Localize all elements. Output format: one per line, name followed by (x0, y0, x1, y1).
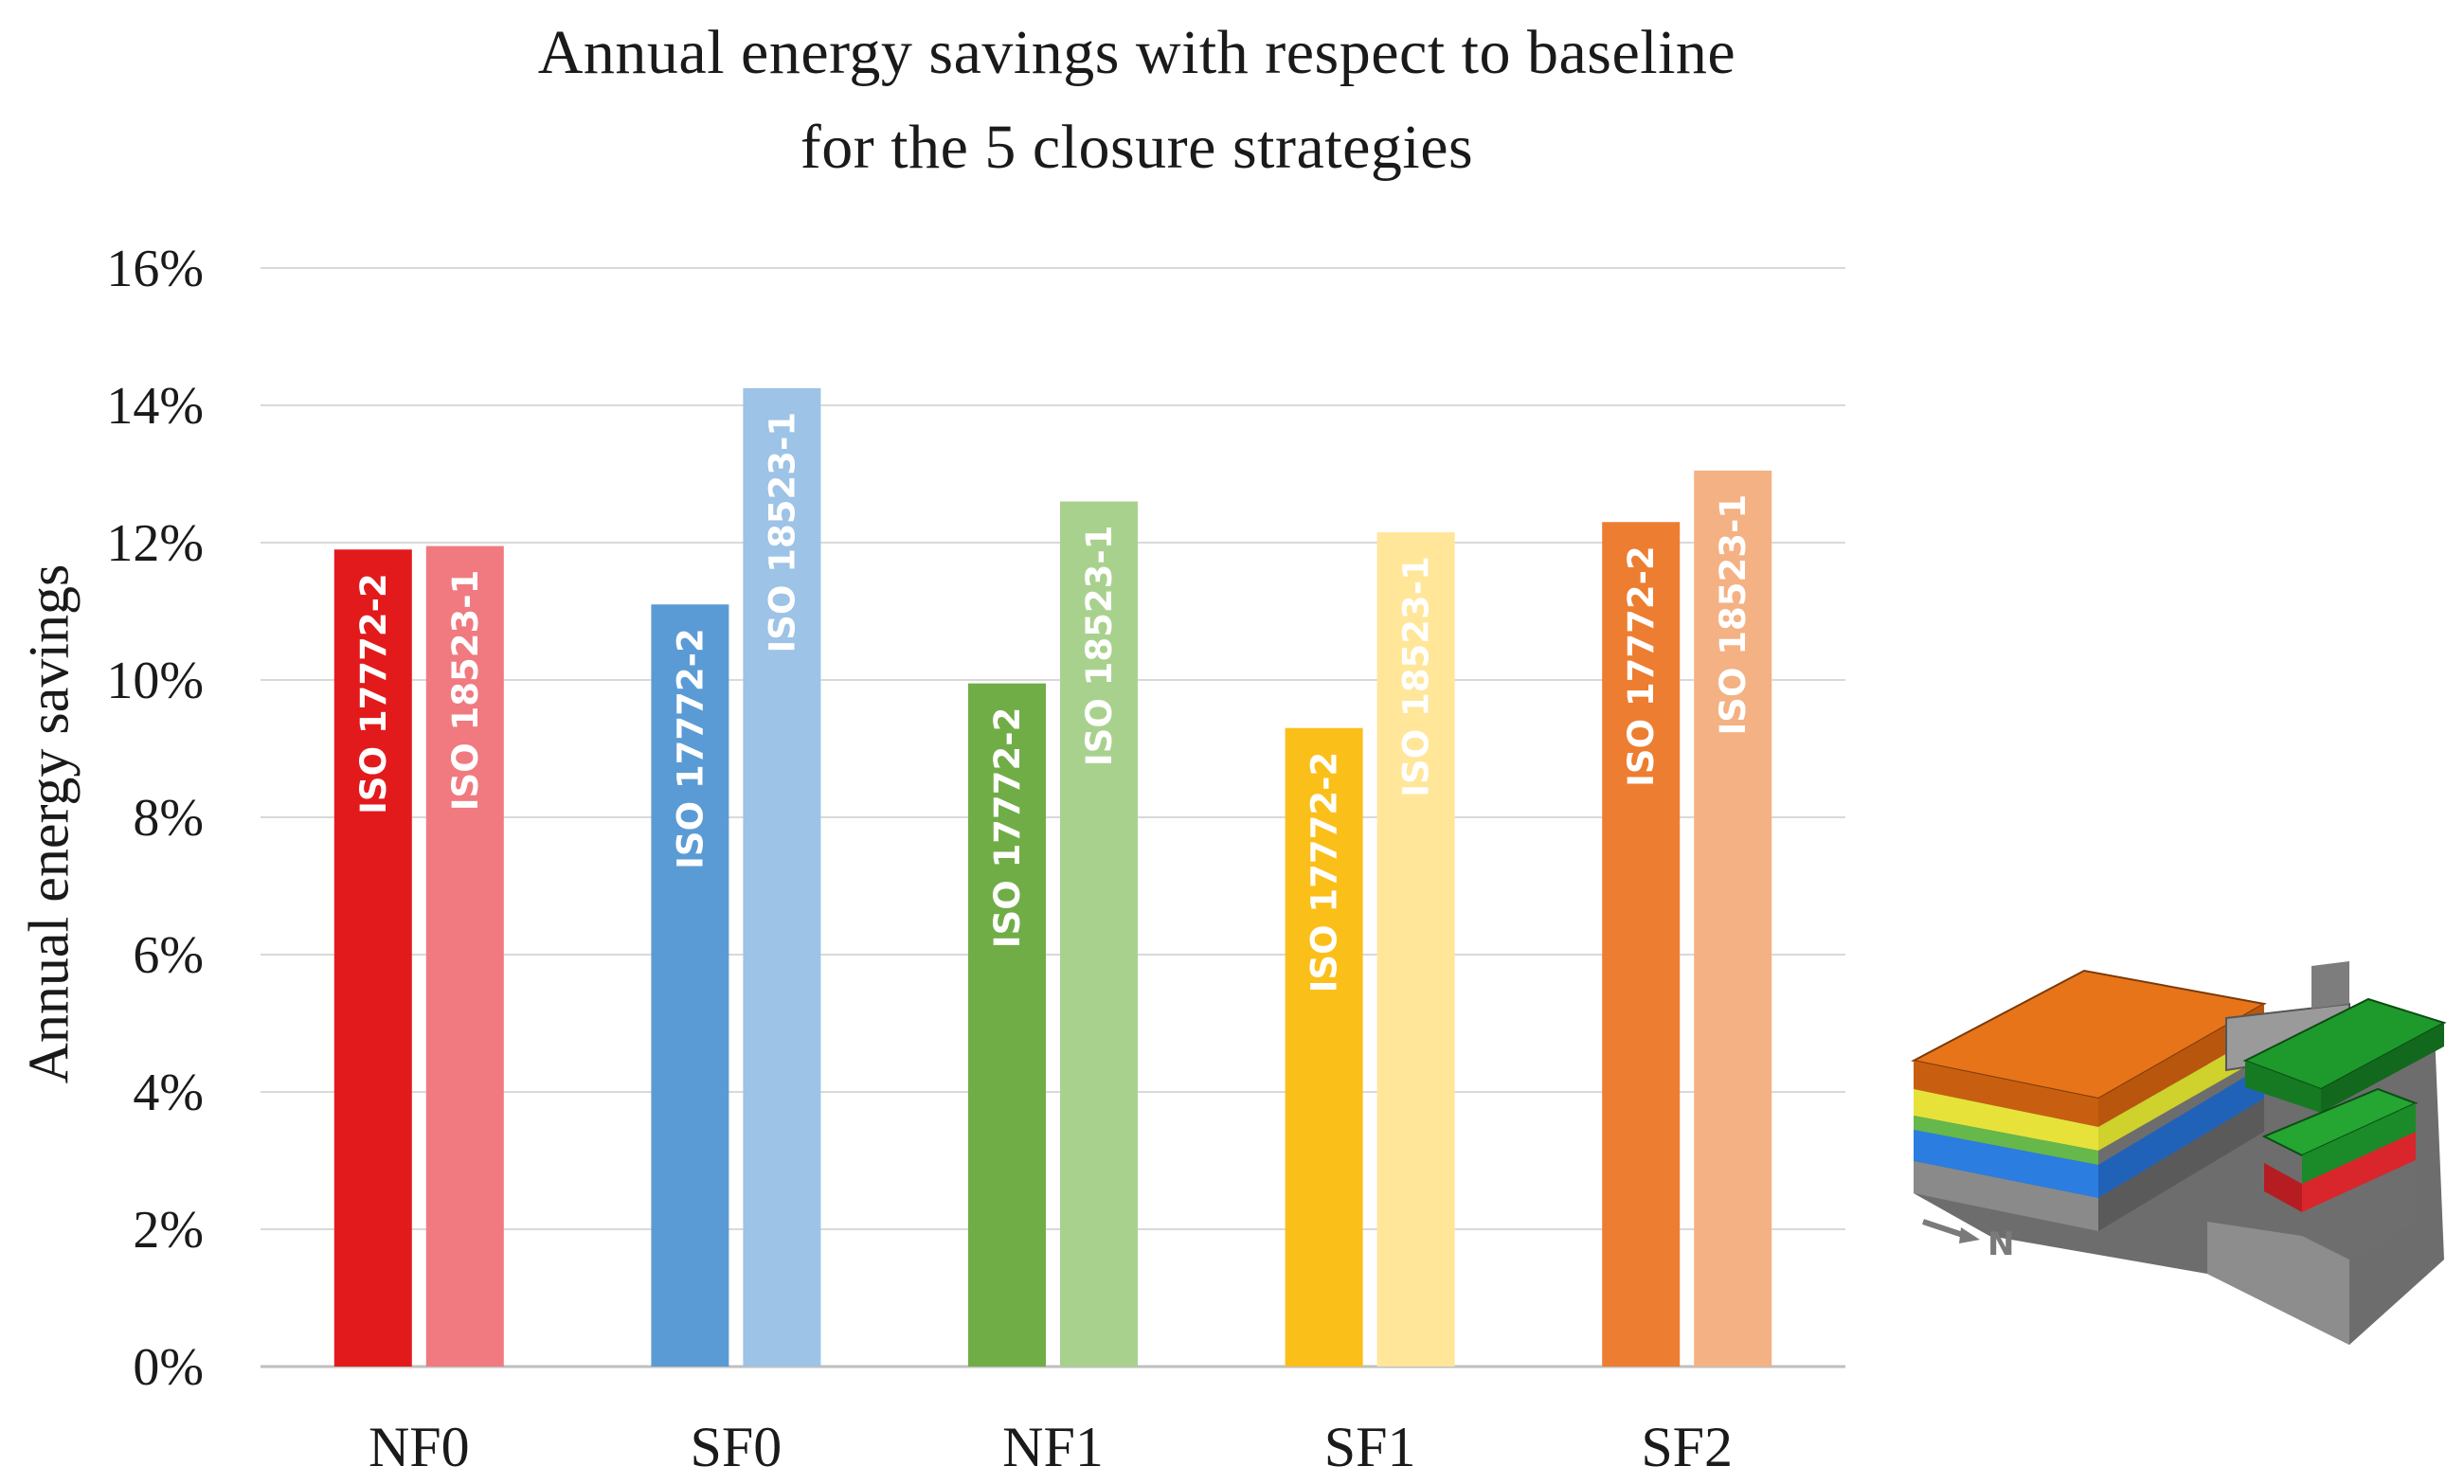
bar-series-label: ISO 17772-2 (987, 707, 1028, 949)
y-tick-label: 2% (133, 1201, 204, 1260)
bar-sf0-iso-18523-1 (743, 387, 821, 1367)
y-tick-label: 10% (106, 652, 204, 710)
bar-series-label: ISO 18523-1 (1079, 526, 1120, 767)
chart-title-line-1: Annual energy savings with respect to ba… (537, 18, 1736, 87)
x-category-label: SF2 (1641, 1416, 1733, 1478)
bar-sf2-iso-17772-2 (1602, 522, 1681, 1367)
y-tick-label: 16% (106, 240, 204, 298)
bar-series-label: ISO 17772-2 (353, 573, 394, 814)
bar-series-label: ISO 18523-1 (1396, 556, 1437, 797)
x-axis-categories: NF0 SF0 NF1 SF1 SF2 (369, 1416, 1733, 1478)
bar-series-label: ISO 17772-2 (670, 628, 710, 869)
bar-nf0-iso-17772-2 (333, 549, 412, 1367)
bars: ISO 17772-2 ISO 18523-1 ISO 17772-2 ISO 185… (333, 387, 1772, 1367)
y-tick-label: 12% (106, 514, 204, 573)
y-tick-label: 14% (106, 377, 204, 436)
bar-nf1-iso-18523-1 (1060, 501, 1138, 1367)
bar-series-label: ISO 18523-1 (762, 412, 802, 653)
bar-series-label: ISO 17772-2 (1304, 752, 1345, 993)
x-category-label: NF0 (369, 1416, 470, 1478)
bar-series-label: ISO 17772-2 (1621, 545, 1662, 787)
bar-nf0-iso-18523-1 (425, 545, 504, 1367)
x-category-label: SF0 (691, 1416, 782, 1478)
bar-series-label: ISO 18523-1 (1713, 494, 1754, 736)
y-tick-label: 6% (133, 926, 204, 985)
y-tick-label: 4% (133, 1064, 204, 1122)
bar-sf2-iso-18523-1 (1694, 470, 1772, 1367)
bar-sf1-iso-18523-1 (1376, 532, 1455, 1367)
chart-title-line-2: for the 5 closure strategies (800, 113, 1474, 182)
x-category-label: NF1 (1002, 1416, 1104, 1478)
gridlines (261, 267, 1845, 1368)
bar-nf1-iso-17772-2 (968, 683, 1046, 1367)
bar-sf1-iso-17772-2 (1285, 727, 1363, 1367)
y-axis-ticks: 0% 2% 4% 6% 8% 10% 12% 14% 16% (106, 240, 204, 1397)
y-tick-label: 0% (133, 1338, 204, 1397)
y-tick-label: 8% (133, 789, 204, 848)
compass-north-label: N (1987, 1225, 2014, 1263)
building-model-illustration: N (1911, 961, 2447, 1345)
bar-sf0-iso-17772-2 (651, 604, 729, 1367)
bar-series-label: ISO 18523-1 (445, 570, 486, 812)
x-category-label: SF1 (1324, 1416, 1416, 1478)
